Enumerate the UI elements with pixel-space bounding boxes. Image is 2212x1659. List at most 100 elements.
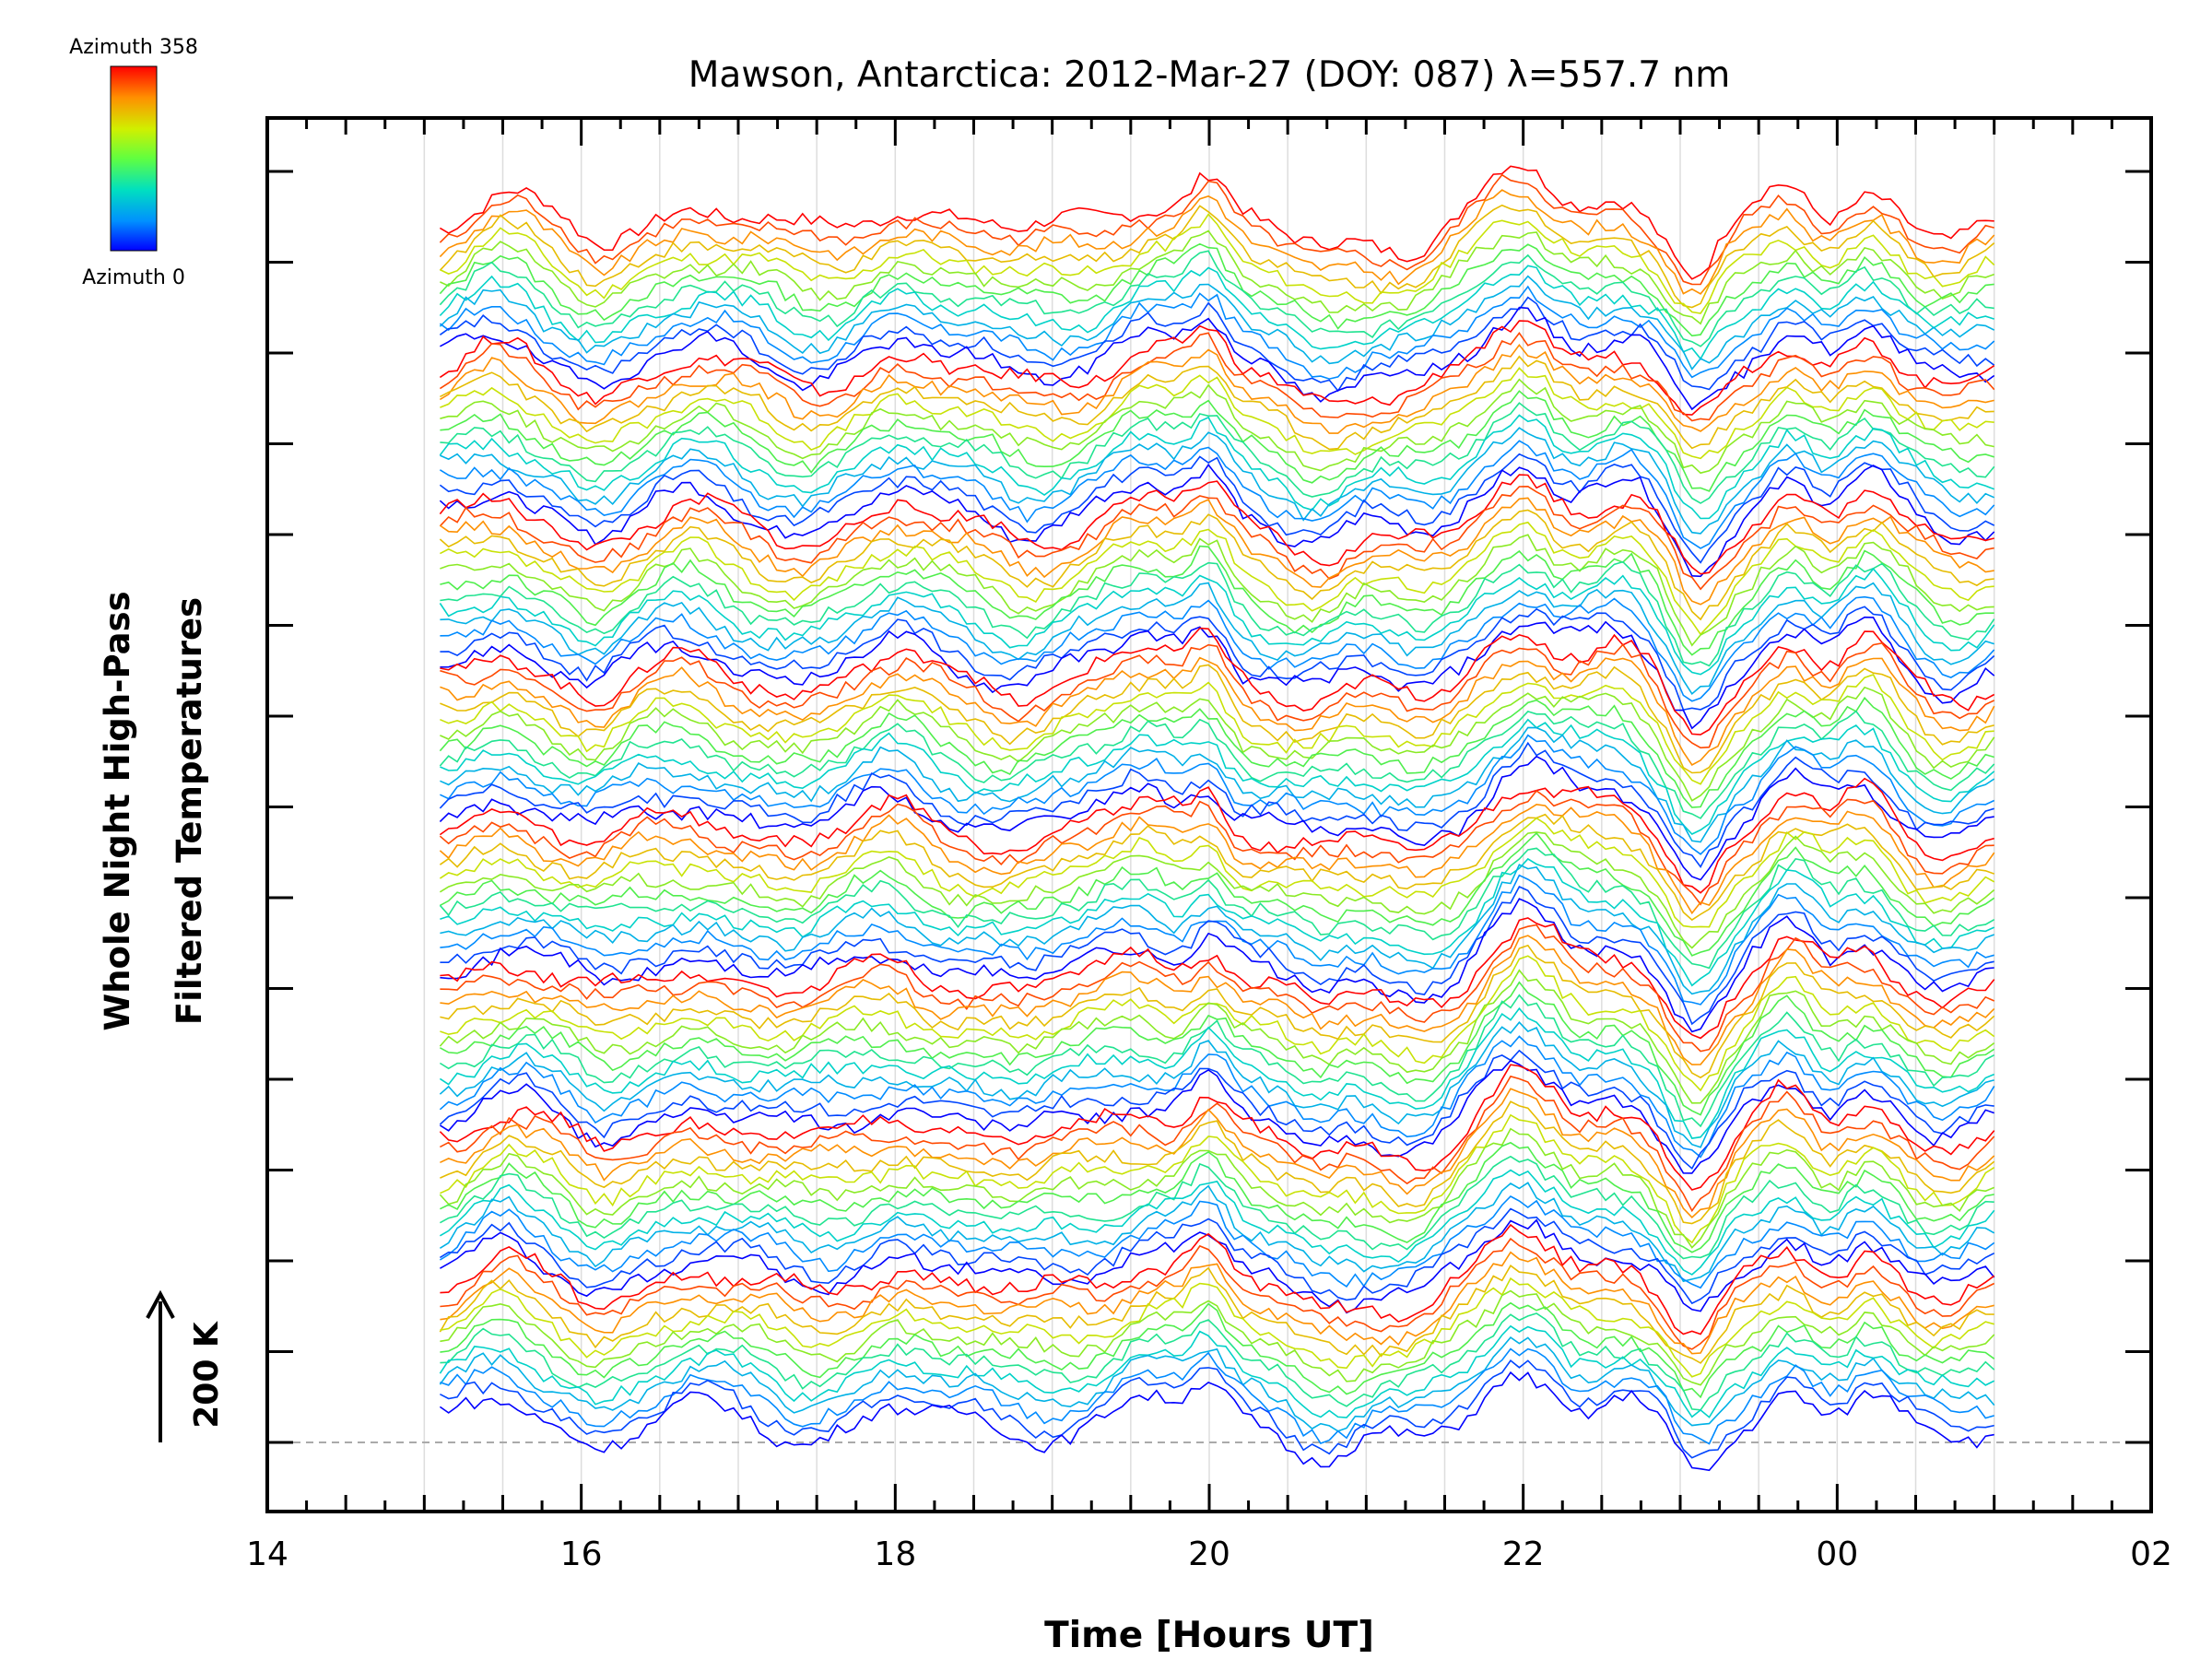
y-axis-label-line1: Whole Night High-Pass (98, 591, 137, 1030)
series-line (440, 582, 1994, 696)
y-axis-label-line2: Filtered Temperatures (170, 597, 209, 1025)
series-line (440, 664, 1994, 774)
series-line (439, 817, 1995, 928)
series-line (440, 1359, 1994, 1459)
series-line (440, 402, 1995, 504)
chart-title: Mawson, Antarctica: 2012-Mar-27 (DOY: 08… (688, 54, 1730, 96)
series-line (439, 285, 1995, 380)
series-line (440, 1075, 1995, 1213)
series-line (440, 1347, 1994, 1445)
series-line (439, 265, 1994, 360)
series-line (440, 534, 1994, 647)
series-line (440, 1218, 1995, 1314)
series-line (439, 755, 1994, 881)
series-line (440, 955, 1995, 1092)
series-line (439, 1049, 1994, 1171)
series-line (439, 250, 1994, 347)
series-line (440, 1312, 1995, 1411)
vertical-gridlines (423, 118, 1995, 1512)
series-line (440, 521, 1994, 636)
series-line (439, 567, 1995, 676)
series-line (440, 1237, 1995, 1350)
scale-bar-label: 200 K (188, 1321, 226, 1429)
series-line (440, 874, 1994, 1006)
series-line (439, 847, 1995, 970)
series-line (439, 1169, 1995, 1276)
series-line (440, 427, 1995, 535)
series-line (440, 1277, 1994, 1378)
plot-area: 14 16 18 20 22 00 02 (246, 116, 2172, 1573)
series-line (439, 275, 1995, 371)
series-line (440, 1301, 1995, 1399)
series-line (440, 1223, 1995, 1335)
series-line (439, 189, 1995, 295)
series-line (440, 674, 1994, 785)
series-line (439, 1064, 1995, 1191)
series-line (440, 944, 1995, 1079)
series-line (440, 718, 1995, 835)
series-line (440, 981, 1995, 1116)
x-tick-label: 00 (1816, 1535, 1858, 1573)
series-line (439, 803, 1995, 915)
series-line (440, 734, 1995, 855)
series-line (439, 1006, 1995, 1139)
series-line (439, 789, 1994, 906)
x-tick-label: 02 (2130, 1535, 2172, 1573)
series-line (440, 355, 1994, 451)
x-tick-label: 14 (246, 1535, 288, 1573)
series-line (440, 627, 1995, 735)
series-line (440, 229, 1994, 325)
series-line (440, 686, 1995, 802)
series-line (440, 924, 1995, 1053)
y-axis-label: Whole Night High-Pass Filtered Temperatu… (98, 591, 209, 1030)
series-line (440, 560, 1995, 667)
series-line (440, 726, 1995, 843)
series-line (440, 306, 1995, 411)
series-line (440, 642, 1995, 749)
series-line (439, 969, 1995, 1104)
series-line (439, 994, 1995, 1128)
series-line (439, 204, 1995, 309)
series-line (440, 885, 1994, 1026)
series-line (440, 831, 1995, 957)
series-line (439, 1336, 1995, 1432)
series-line (440, 545, 1994, 656)
series-line (440, 898, 1994, 1033)
y-axis-ticks (267, 170, 2151, 1444)
colorbar-gradient (110, 65, 158, 252)
scale-arrow-head (146, 1289, 175, 1319)
x-tick-label: 22 (1502, 1535, 1545, 1573)
series-line (439, 1182, 1995, 1283)
series-line (439, 1207, 1995, 1305)
series-line (440, 595, 1995, 702)
series-line (439, 831, 1995, 949)
x-axis-ticks: 14 16 18 20 22 00 02 (246, 118, 2172, 1573)
series-line (440, 656, 1995, 767)
series-line (440, 864, 1994, 995)
series-line (439, 474, 1994, 575)
series-line (439, 296, 1995, 393)
series-line (439, 165, 1994, 280)
series-line (440, 935, 1995, 1065)
series-line (440, 367, 1994, 460)
series-line (439, 1059, 1994, 1174)
series-line (439, 320, 1995, 416)
series-line (440, 213, 1995, 314)
series-line (440, 857, 1995, 987)
series-line (440, 917, 1995, 1040)
series-line (439, 1371, 1994, 1472)
series-line (440, 1155, 1994, 1260)
series-line (439, 453, 1995, 564)
series-line (439, 813, 1994, 922)
x-tick-label: 18 (874, 1535, 916, 1573)
series-line (439, 1324, 1995, 1418)
series-line (439, 777, 1994, 894)
series-line (440, 1141, 1994, 1253)
series-line (439, 332, 1995, 422)
series-line (440, 1113, 1995, 1244)
series-line (439, 509, 1994, 621)
series-line (439, 414, 1994, 520)
series-line (439, 1127, 1995, 1249)
temperature-series (439, 165, 1995, 1472)
series-line (440, 1100, 1995, 1225)
